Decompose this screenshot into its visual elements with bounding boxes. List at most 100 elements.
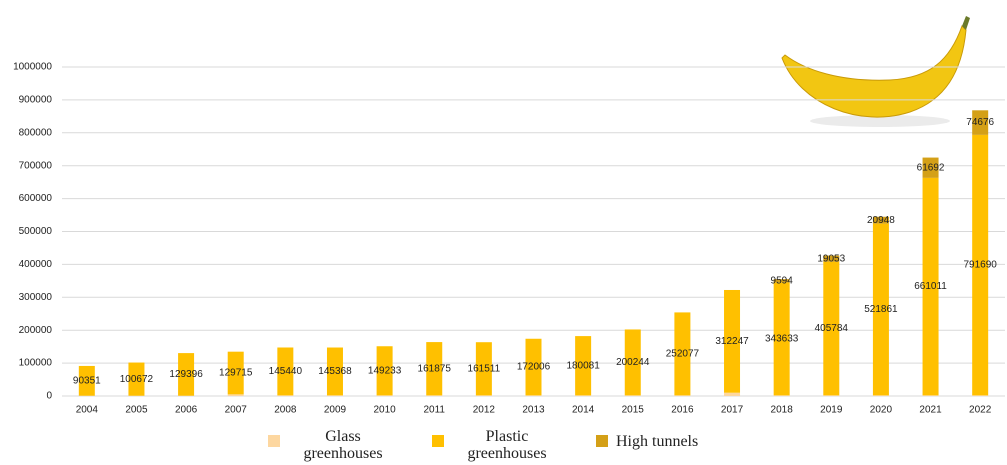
legend-swatch	[432, 435, 444, 447]
bar-segment	[972, 395, 989, 396]
data-label: 74676	[966, 117, 994, 128]
data-label: 521861	[864, 304, 898, 315]
bar-segment	[277, 347, 294, 396]
bar-segment	[426, 395, 443, 396]
bar-segment	[624, 329, 641, 396]
legend-label: Plastic greenhouses	[467, 428, 547, 462]
legend-item: Glass greenhouses	[268, 428, 398, 462]
legend-label: Glass greenhouses	[303, 428, 383, 462]
bar-segment	[227, 351, 244, 395]
bar-segment	[326, 347, 343, 396]
legend-item: Plastic greenhouses	[432, 428, 562, 462]
y-tick-label: 500000	[19, 226, 53, 237]
data-label: 100672	[120, 374, 154, 385]
banana-image	[781, 16, 970, 127]
x-tick-label: 2011	[423, 405, 445, 416]
bar-segment	[78, 365, 95, 396]
bar-segment	[872, 223, 889, 396]
bar-segment	[475, 342, 492, 396]
bar-segment	[773, 279, 790, 283]
bar-segment	[922, 177, 939, 396]
bar-segment	[575, 395, 592, 396]
data-label: 661011	[914, 281, 947, 292]
y-tick-label: 700000	[19, 160, 53, 171]
x-tick-label: 2018	[771, 405, 794, 416]
data-label: 129715	[219, 368, 253, 379]
x-tick-label: 2012	[473, 405, 496, 416]
bar-segment	[823, 255, 840, 262]
x-tick-label: 2022	[969, 405, 992, 416]
data-label: 90351	[73, 375, 101, 386]
x-tick-label: 2010	[373, 405, 396, 416]
bar-segment	[575, 336, 592, 396]
y-tick-label: 1000000	[13, 62, 52, 73]
bar-segment	[227, 394, 244, 396]
y-tick-label: 300000	[19, 292, 53, 303]
data-label: 312247	[715, 336, 749, 347]
x-tick-label: 2013	[522, 405, 545, 416]
bar-segment	[823, 395, 840, 396]
bar-segment	[872, 395, 889, 396]
x-tick-label: 2019	[820, 405, 843, 416]
bar-segment	[872, 216, 889, 224]
bar-segment	[426, 342, 443, 396]
bar-segment	[525, 395, 542, 396]
legend-swatch	[268, 435, 280, 447]
bar-segment	[773, 395, 790, 396]
bar-segment	[922, 395, 939, 396]
bar-segment	[972, 134, 989, 396]
data-label: 9594	[771, 275, 794, 286]
bar-segment	[178, 353, 195, 396]
x-tick-label: 2020	[870, 405, 893, 416]
y-tick-label: 600000	[19, 193, 53, 204]
bar-segment	[376, 346, 393, 396]
legend-swatch	[596, 435, 608, 447]
data-label: 129396	[169, 369, 203, 380]
y-tick-label: 200000	[19, 325, 53, 336]
bar-segment	[922, 157, 939, 178]
bar-segment	[376, 395, 393, 396]
x-tick-label: 2014	[572, 405, 595, 416]
legend: Glass greenhouses Plastic greenhouses High…	[268, 428, 790, 462]
y-tick-label: 100000	[19, 358, 53, 369]
data-label: 161511	[468, 363, 501, 374]
data-label: 791690	[963, 260, 997, 271]
bar-segment	[724, 289, 741, 393]
data-label: 405784	[815, 323, 849, 334]
bar-segment	[724, 392, 741, 396]
data-label: 149233	[368, 365, 402, 376]
legend-label: High tunnels	[616, 433, 699, 450]
x-tick-label: 2017	[721, 405, 744, 416]
x-tick-label: 2005	[125, 405, 148, 416]
y-tick-label: 800000	[19, 127, 53, 138]
x-tick-label: 2016	[671, 405, 694, 416]
bar-segment	[674, 312, 691, 396]
x-tick-label: 2009	[324, 405, 347, 416]
data-label: 19053	[817, 253, 845, 264]
bar-segment	[624, 395, 641, 396]
bar-segment	[326, 395, 343, 396]
y-tick-label: 900000	[19, 95, 53, 106]
bar-segment	[525, 338, 542, 396]
y-tick-label: 400000	[19, 259, 53, 270]
data-label: 161875	[418, 363, 452, 374]
bar-segment	[972, 110, 989, 135]
data-label: 20948	[867, 215, 895, 226]
data-label: 172006	[517, 362, 551, 373]
data-label: 180081	[566, 360, 600, 371]
data-label: 145440	[269, 366, 303, 377]
data-label: 343633	[765, 333, 799, 344]
y-tick-label: 0	[46, 391, 52, 402]
bar-segment	[674, 395, 691, 396]
bar-segment	[773, 282, 790, 396]
x-tick-label: 2004	[76, 405, 99, 416]
bar-segment	[475, 395, 492, 396]
data-label: 252077	[666, 349, 700, 360]
x-tick-label: 2015	[622, 405, 645, 416]
x-tick-label: 2008	[274, 405, 297, 416]
data-label: 145368	[318, 366, 352, 377]
legend-item: High tunnels	[596, 428, 756, 462]
x-tick-label: 2021	[919, 405, 942, 416]
bar-segment	[823, 261, 840, 396]
